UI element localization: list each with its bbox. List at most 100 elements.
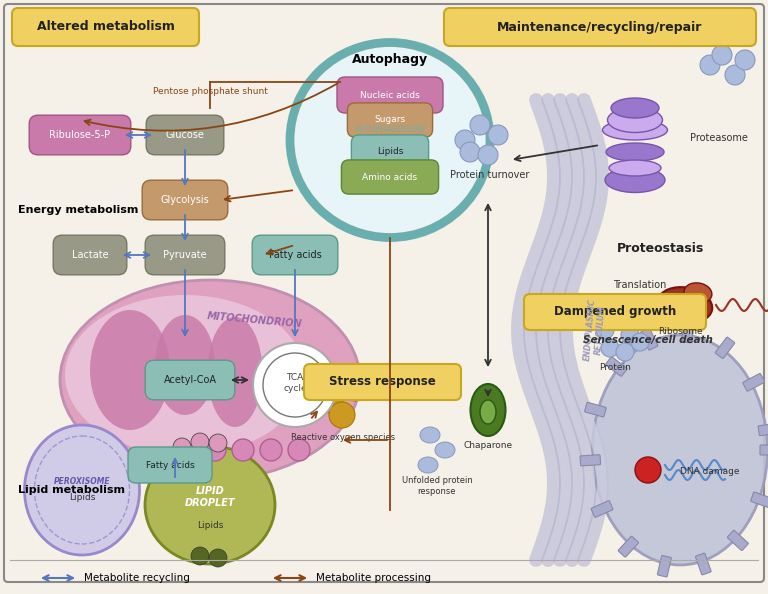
Circle shape <box>317 387 343 413</box>
FancyBboxPatch shape <box>128 447 212 483</box>
FancyBboxPatch shape <box>304 364 461 400</box>
Text: Lipids: Lipids <box>197 520 223 529</box>
Text: TCA
cycle: TCA cycle <box>283 373 306 393</box>
Circle shape <box>616 343 634 361</box>
Circle shape <box>204 439 226 461</box>
Text: Lactate: Lactate <box>71 250 108 260</box>
FancyBboxPatch shape <box>580 454 601 466</box>
Text: Unfolded protein
response: Unfolded protein response <box>402 476 472 496</box>
FancyBboxPatch shape <box>352 135 429 169</box>
Ellipse shape <box>60 280 360 480</box>
Text: Fatty acids: Fatty acids <box>146 460 194 469</box>
FancyBboxPatch shape <box>53 235 127 275</box>
FancyBboxPatch shape <box>342 160 439 194</box>
Circle shape <box>253 343 337 427</box>
FancyBboxPatch shape <box>696 553 711 575</box>
Ellipse shape <box>611 98 659 118</box>
Circle shape <box>470 115 490 135</box>
Text: Proteostasis: Proteostasis <box>617 242 703 254</box>
Circle shape <box>601 339 619 357</box>
Text: Translation: Translation <box>614 280 667 290</box>
Ellipse shape <box>35 436 130 544</box>
Text: Maintenance/recycling/repair: Maintenance/recycling/repair <box>498 21 703 33</box>
Circle shape <box>621 326 639 344</box>
Text: Ribosome: Ribosome <box>657 327 702 336</box>
Text: Pyruvate: Pyruvate <box>163 250 207 260</box>
Text: ENDOPLASMIC
RETICULUM: ENDOPLASMIC RETICULUM <box>583 298 607 362</box>
Text: LIPID
DROPLET: LIPID DROPLET <box>185 486 235 508</box>
Circle shape <box>609 309 627 327</box>
Ellipse shape <box>480 400 496 424</box>
FancyBboxPatch shape <box>584 402 606 417</box>
Ellipse shape <box>603 120 667 140</box>
Circle shape <box>455 130 475 150</box>
FancyBboxPatch shape <box>29 115 131 155</box>
Text: Glucose: Glucose <box>166 130 204 140</box>
Ellipse shape <box>435 442 455 458</box>
Text: MITOCHONDRION: MITOCHONDRION <box>207 311 303 329</box>
Text: Nucleic acids: Nucleic acids <box>360 90 420 100</box>
Text: Protein: Protein <box>599 362 631 371</box>
Text: Chaparone: Chaparone <box>463 441 512 450</box>
FancyBboxPatch shape <box>606 357 627 376</box>
Circle shape <box>460 142 480 162</box>
Text: Dampened growth: Dampened growth <box>554 305 676 318</box>
Circle shape <box>232 439 254 461</box>
Text: Reactive oxygen species: Reactive oxygen species <box>291 434 395 443</box>
Ellipse shape <box>684 283 712 303</box>
Text: PEROXISOME: PEROXISOME <box>54 478 111 486</box>
Ellipse shape <box>605 168 665 192</box>
Ellipse shape <box>145 446 275 564</box>
Circle shape <box>209 549 227 567</box>
Ellipse shape <box>471 384 505 436</box>
Text: Ribulose-5-P: Ribulose-5-P <box>49 130 111 140</box>
Text: Lipids: Lipids <box>377 147 403 156</box>
FancyBboxPatch shape <box>12 8 199 46</box>
Circle shape <box>596 321 614 339</box>
Ellipse shape <box>155 315 215 415</box>
Circle shape <box>191 547 209 565</box>
Ellipse shape <box>207 317 263 427</box>
Text: Sugars: Sugars <box>375 115 406 125</box>
Ellipse shape <box>418 457 438 473</box>
Circle shape <box>260 439 282 461</box>
Circle shape <box>478 145 498 165</box>
Text: Lipid metabolism: Lipid metabolism <box>18 485 125 495</box>
Text: Fatty acids: Fatty acids <box>269 250 321 260</box>
Circle shape <box>712 45 732 65</box>
Ellipse shape <box>609 160 661 176</box>
Circle shape <box>635 457 661 483</box>
Text: Metabolite processing: Metabolite processing <box>316 573 431 583</box>
Ellipse shape <box>295 48 485 232</box>
Text: Lipids: Lipids <box>69 494 95 503</box>
FancyBboxPatch shape <box>743 374 765 391</box>
Ellipse shape <box>607 108 663 132</box>
FancyBboxPatch shape <box>760 445 768 455</box>
Circle shape <box>725 65 745 85</box>
FancyBboxPatch shape <box>618 536 638 557</box>
Text: Proteasome: Proteasome <box>690 133 748 143</box>
FancyBboxPatch shape <box>657 555 671 577</box>
Ellipse shape <box>25 425 140 555</box>
Circle shape <box>342 375 368 401</box>
FancyBboxPatch shape <box>252 235 338 275</box>
Text: Stress response: Stress response <box>329 375 436 388</box>
FancyBboxPatch shape <box>591 501 613 517</box>
Text: Acetyl-CoA: Acetyl-CoA <box>164 375 217 385</box>
FancyBboxPatch shape <box>682 322 694 343</box>
Text: Metabolite recycling: Metabolite recycling <box>84 573 190 583</box>
Circle shape <box>700 55 720 75</box>
Circle shape <box>191 433 209 451</box>
Text: Altered metabolism: Altered metabolism <box>37 21 174 33</box>
Ellipse shape <box>90 310 170 430</box>
FancyBboxPatch shape <box>142 180 228 220</box>
FancyBboxPatch shape <box>750 492 768 508</box>
Circle shape <box>288 439 310 461</box>
FancyBboxPatch shape <box>4 4 764 582</box>
Text: Senescence/cell death: Senescence/cell death <box>583 335 713 345</box>
Ellipse shape <box>420 427 440 443</box>
Circle shape <box>329 402 355 428</box>
Ellipse shape <box>65 295 305 455</box>
FancyBboxPatch shape <box>145 235 225 275</box>
FancyBboxPatch shape <box>758 424 768 435</box>
